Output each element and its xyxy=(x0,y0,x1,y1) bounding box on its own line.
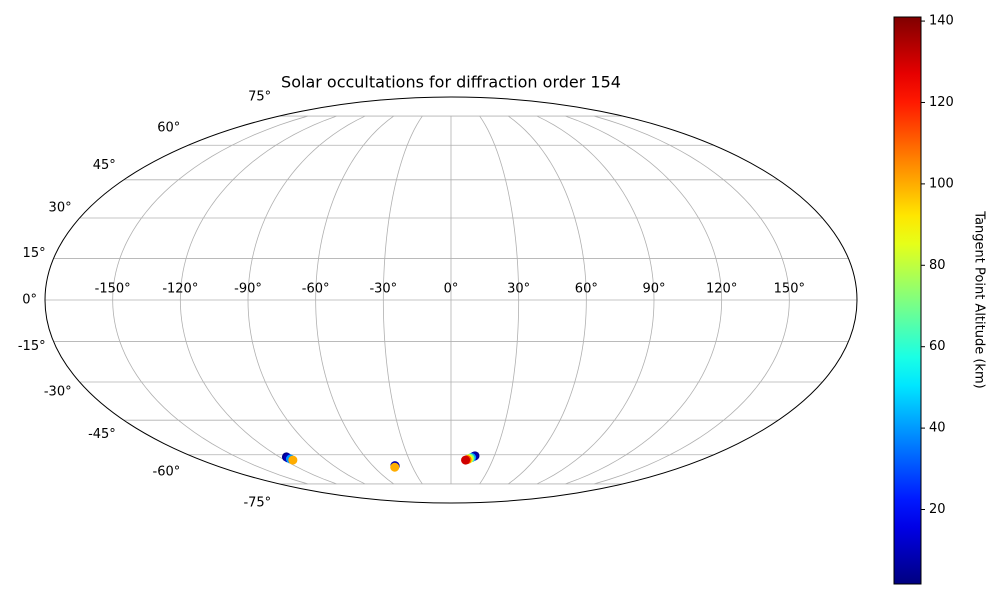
colorbar-tick-label: 140 xyxy=(929,14,954,29)
x-tick-label: -150° xyxy=(95,282,131,297)
y-tick-label: 60° xyxy=(157,120,180,135)
colorbar-tick-label: 80 xyxy=(929,258,946,273)
point xyxy=(390,462,400,472)
x-tick-label: -30° xyxy=(369,282,397,297)
y-tick-label: -45° xyxy=(88,427,116,442)
y-tick-label: -15° xyxy=(18,339,46,354)
y-tick-label: 15° xyxy=(23,246,46,261)
y-tick-label: 30° xyxy=(49,200,72,215)
x-tick-label: 90° xyxy=(642,282,665,297)
chart-title: Solar occultations for diffraction order… xyxy=(281,73,621,92)
colorbar-tick-label: 20 xyxy=(929,502,946,517)
map-frame xyxy=(44,96,858,504)
y-tick-label: 75° xyxy=(248,89,271,104)
y-tick-label: 45° xyxy=(93,158,116,173)
colorbar-label: Tangent Point Altitude (km) xyxy=(972,210,987,388)
x-tick-label: -90° xyxy=(234,282,262,297)
y-tick-label: -75° xyxy=(243,496,271,511)
y-tick-label: -60° xyxy=(153,465,181,480)
colorbar-tick-label: 100 xyxy=(929,176,954,191)
x-tick-label: -120° xyxy=(162,282,198,297)
y-tick-label: 0° xyxy=(22,293,37,308)
colorbar-tick-label: 60 xyxy=(929,339,946,354)
x-tick-label: 60° xyxy=(575,282,598,297)
colorbar-tick-label: 40 xyxy=(929,421,946,436)
colorbar-tick-label: 120 xyxy=(929,95,954,110)
point xyxy=(288,455,298,465)
y-tick-label: -30° xyxy=(44,385,72,400)
point xyxy=(461,455,471,465)
x-tick-label: 120° xyxy=(706,282,737,297)
x-tick-label: -60° xyxy=(302,282,330,297)
x-tick-label: 150° xyxy=(774,282,805,297)
x-tick-label: 0° xyxy=(444,282,459,297)
colorbar xyxy=(893,16,922,585)
x-tick-label: 30° xyxy=(507,282,530,297)
